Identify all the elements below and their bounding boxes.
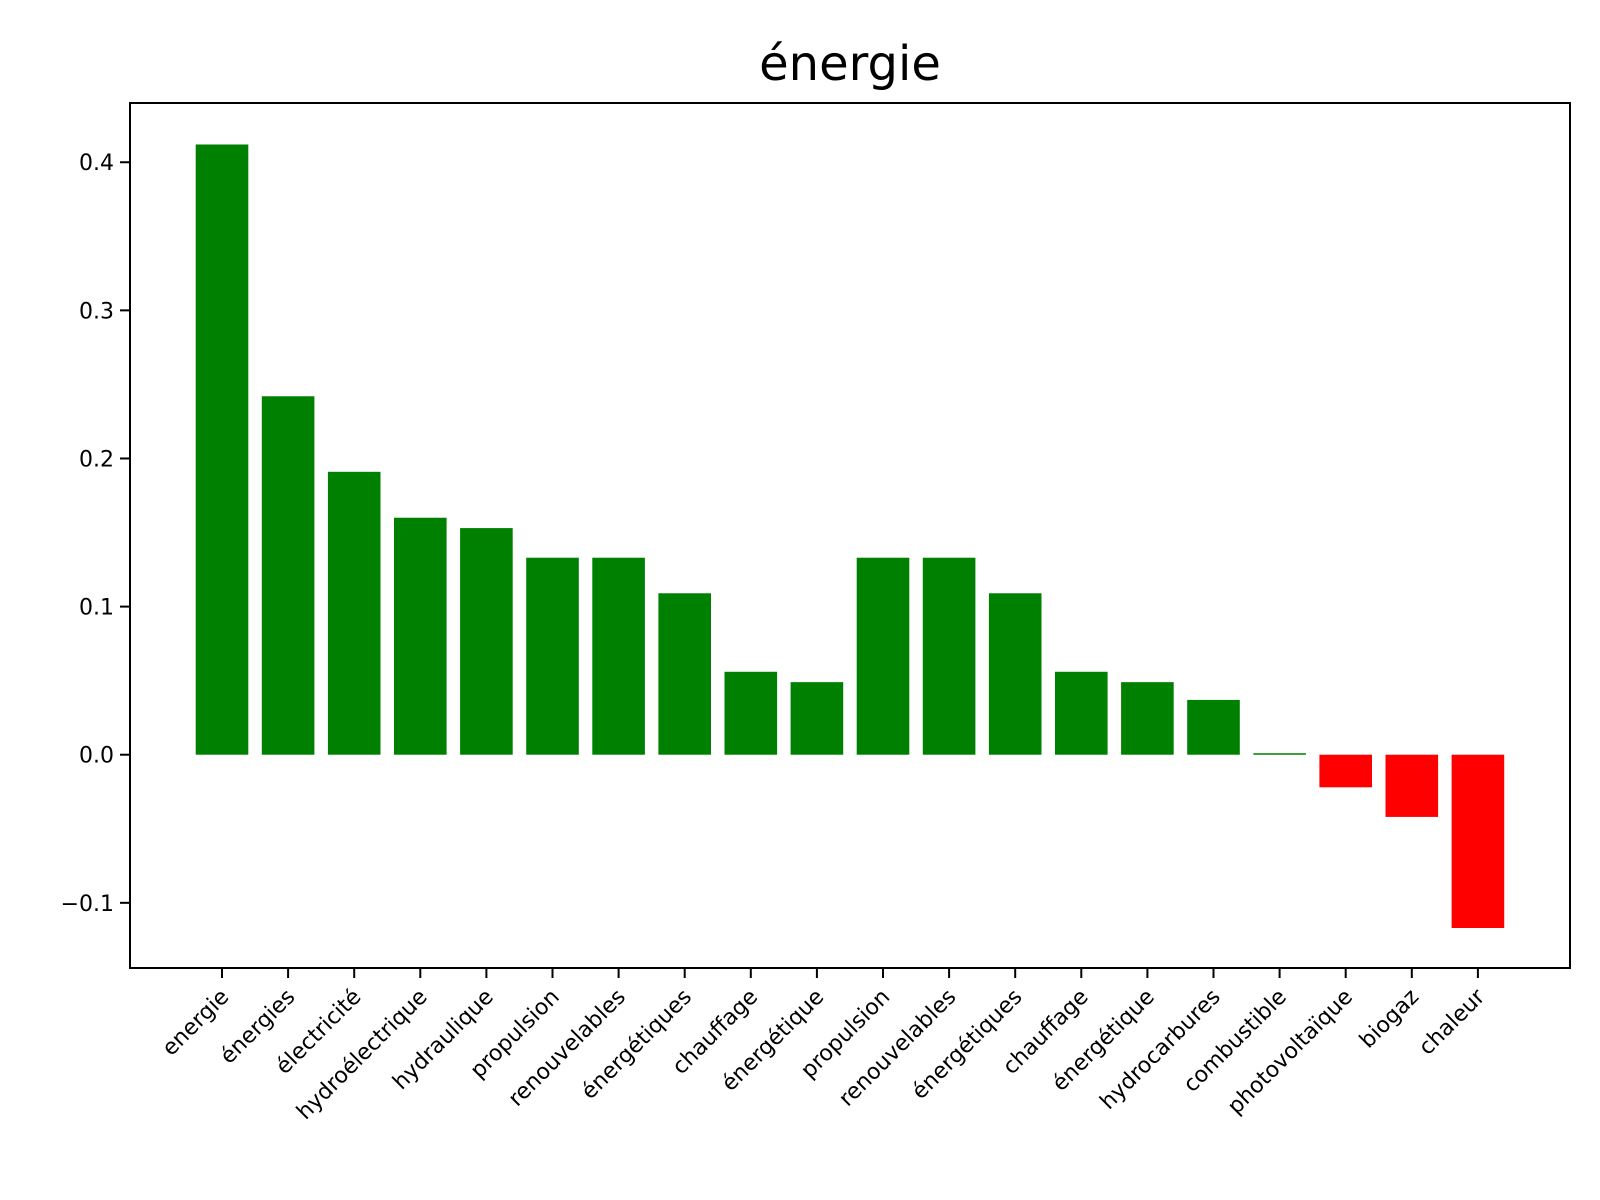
y-tick-label-3: 0.1 (79, 596, 114, 621)
bar-2 (327, 471, 381, 755)
chart-title: énergie (759, 36, 941, 92)
y-axis-ticks: 0.4 0.3 0.2 0.1 0.0 −0.1 (61, 151, 130, 917)
bar-7 (658, 593, 711, 755)
bar-4 (460, 528, 513, 755)
bar-1 (261, 396, 315, 755)
bars-group (195, 144, 1505, 929)
x-tick-label-19: chaleur (1414, 984, 1490, 1060)
bar-19 (1451, 754, 1505, 929)
x-tick-label-17: photovoltaïque (1223, 985, 1358, 1120)
x-tick-label-6: renouvelables (504, 985, 631, 1112)
y-tick-label-1: 0.3 (79, 299, 114, 324)
bar-9 (790, 682, 844, 755)
bar-11 (922, 557, 976, 755)
bar-16 (1253, 753, 1306, 755)
bar-5 (526, 557, 579, 755)
y-tick-label-0: 0.4 (79, 151, 114, 176)
bar-18 (1385, 754, 1439, 817)
bar-14 (1121, 682, 1174, 755)
plot-frame (129, 102, 1571, 969)
bar-10 (856, 557, 910, 755)
bar-8 (724, 671, 778, 755)
x-tick-label-11: renouvelables (834, 985, 961, 1112)
bar-3 (394, 517, 447, 755)
bar-17 (1319, 754, 1372, 788)
bar-6 (592, 557, 645, 755)
bar-12 (988, 593, 1042, 755)
x-axis-ticks: energieénergiesélectricitéhydroélectriqu… (158, 968, 1491, 1125)
y-tick-label-5: −0.1 (61, 892, 114, 917)
y-tick-label-4: 0.0 (79, 744, 114, 769)
x-tick-label-15: hydrocarbures (1096, 985, 1226, 1115)
bar-0 (195, 144, 249, 755)
bar-15 (1187, 699, 1240, 755)
y-tick-label-2: 0.2 (79, 447, 114, 472)
bar-13 (1055, 671, 1108, 755)
